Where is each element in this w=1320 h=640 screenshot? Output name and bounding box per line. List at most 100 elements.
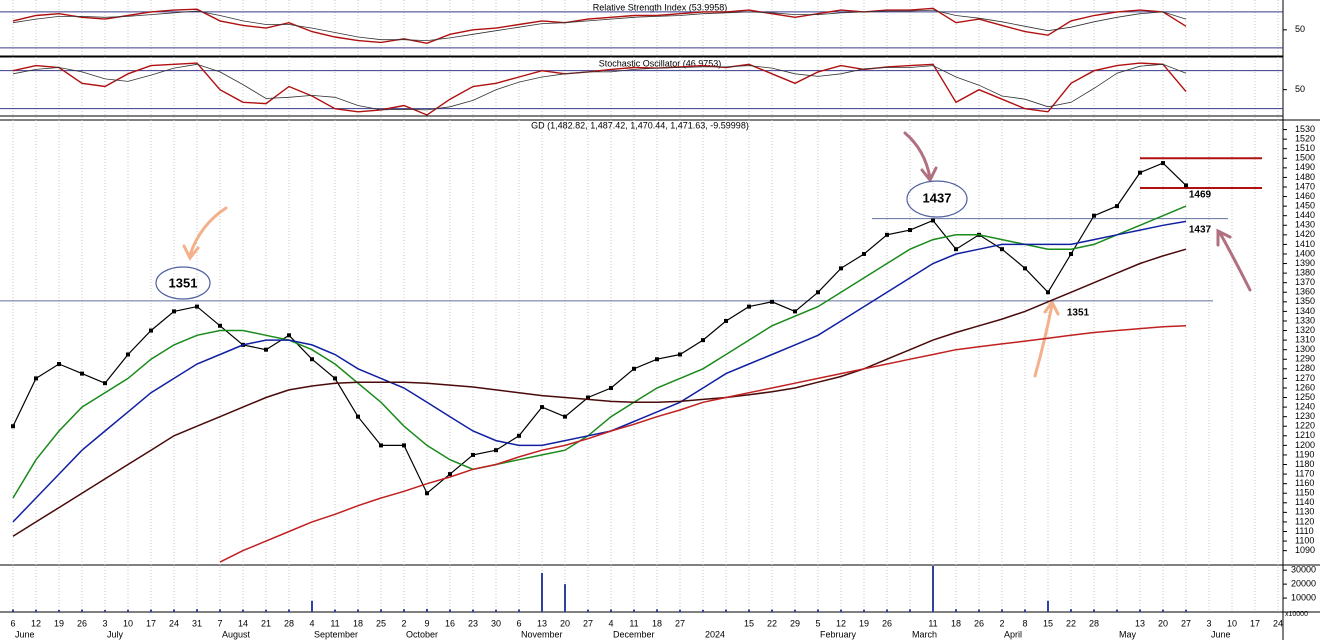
y-tick-label: 1270 [1295,373,1315,383]
close-marker [379,443,383,448]
y-tick-label: 1230 [1295,411,1315,421]
y-tick-label: 1090 [1295,545,1315,555]
arrow [1216,228,1252,292]
y-tick-label: 50 [1295,24,1305,34]
close-marker [586,395,590,400]
close-marker [80,371,84,376]
volume-bar [1162,609,1164,612]
close-marker [655,357,659,362]
y-tick-label: 1110 [1295,526,1314,536]
y-tick-label: 1470 [1295,181,1315,191]
y-tick-label: 1300 [1295,344,1315,354]
y-tick-label: 1380 [1295,267,1315,277]
y-tick-label: 1180 [1295,459,1314,469]
x-tick-label: 17 [146,618,156,628]
close-marker [287,333,291,338]
y-tick-label: 1400 [1295,248,1315,258]
panel-title: GD (1,482.82, 1,487.42, 1,470.44, 1,471.… [531,120,749,130]
volume-bar [1001,609,1003,612]
close-marker [57,362,61,367]
close-marker [540,405,544,410]
volume-bar [909,609,911,612]
volume-bar [104,610,106,612]
volume-bar [610,609,612,612]
month-label: February [820,629,857,639]
volume-bar [242,609,244,612]
x-tick-label: 22 [1066,618,1076,628]
arrow [1033,299,1060,378]
volume-bar [127,609,129,612]
x-tick-label: 15 [1043,618,1053,628]
callout [155,266,211,300]
volume-bar [1139,609,1141,612]
x-tick-label: 27 [1181,618,1191,628]
x-tick-label: 19 [859,618,869,628]
volume-bar [1185,609,1187,612]
y-tick-label: 1150 [1295,488,1314,498]
close-marker [724,318,728,323]
month-label: June [15,629,35,639]
volume-bar [403,609,405,612]
x-tick-label: 29 [790,618,800,628]
close-marker [195,304,199,309]
month-label: July [107,629,124,639]
close-marker [954,247,958,252]
volume-bar [150,609,152,612]
volume-bar [771,609,773,612]
volume-bar [955,609,957,612]
x-tick-label: 11 [629,618,638,628]
volume-bar [863,609,865,612]
volume-bar [725,609,727,612]
close-marker [1115,204,1119,209]
month-label: 2024 [705,629,725,639]
series-line [12,205,1187,499]
series-line [12,62,1187,116]
y-tick-label: 1220 [1295,421,1315,431]
x-tick-label: 20 [1158,618,1168,628]
x-tick-label: 9 [424,618,429,628]
y-tick-label: 1200 [1295,440,1315,450]
x-tick-label: 2 [999,618,1004,628]
close-marker [1092,213,1096,218]
volume-bar [1047,600,1049,612]
x-tick-label: 11 [928,618,937,628]
x-tick-label: 28 [1089,618,1099,628]
x-tick-label: 5 [815,618,820,628]
y-tick-label: 1510 [1295,143,1315,153]
x-tick-label: 17 [1250,618,1260,628]
y-tick-label: 1490 [1295,162,1315,172]
volume-bar [357,609,359,612]
close-marker [1000,247,1004,252]
x-tick-label: 25 [376,618,386,628]
volume-bar [886,609,888,612]
x-tick-label: 24 [1273,618,1283,628]
x-tick-label: 14 [238,618,248,628]
y-tick-label: 1340 [1295,306,1315,316]
x-tick-label: 27 [583,618,593,628]
x-tick-label: 12 [31,618,41,628]
volume-bar [265,609,267,612]
volume-bar [334,609,336,612]
y-tick-label: 1500 [1295,153,1315,163]
month-label: September [314,629,358,639]
y-tick-label: 1460 [1295,191,1315,201]
x-tick-label: 3 [1206,618,1211,628]
close-marker [356,414,360,419]
volume-bar [518,609,520,612]
month-label: August [222,629,251,639]
volume-bar [932,566,934,612]
volume-bar [288,609,290,612]
y-tick-label: 1450 [1295,201,1315,211]
volume-bar [633,609,635,612]
y-tick-label: 1100 [1295,535,1314,545]
close-marker [701,338,705,343]
y-tick-label: 1410 [1295,239,1315,249]
x-tick-label: 26 [77,618,87,628]
volume-bar [794,609,796,612]
volume-bar [679,609,681,612]
unit-label: x10000 [1285,611,1308,618]
close-marker [425,491,429,496]
close-marker [126,352,130,357]
